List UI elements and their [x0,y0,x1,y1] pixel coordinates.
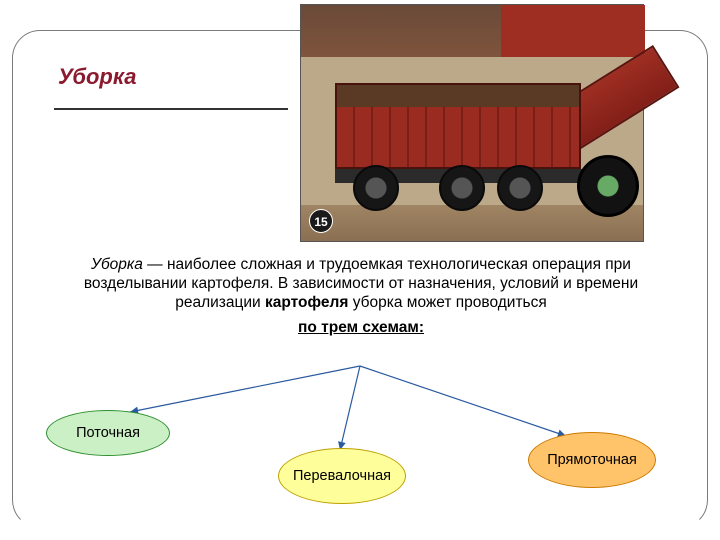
lead-word: Уборка [91,256,143,273]
para-bold: картофеля [265,294,348,311]
para-part2: уборка может проводиться [348,294,546,311]
slide-title: Уборка [58,64,137,90]
bubble-transfer: Перевалочная [278,448,406,504]
bubble-direct-label: Прямоточная [547,452,637,469]
harvest-photo: 15 [300,4,644,242]
body-paragraph: Уборка — наиболее сложная и трудоемкая т… [72,256,650,338]
dash: — [143,256,167,273]
bubble-transfer-label: Перевалочная [293,468,391,485]
photo-badge: 15 [309,209,333,233]
bubble-flow-label: Поточная [76,425,140,442]
bubble-flow: Поточная [46,410,170,456]
schemes-label: по трем схемам: [72,319,650,338]
bubble-direct: Прямоточная [528,432,656,488]
title-underline [54,108,288,110]
